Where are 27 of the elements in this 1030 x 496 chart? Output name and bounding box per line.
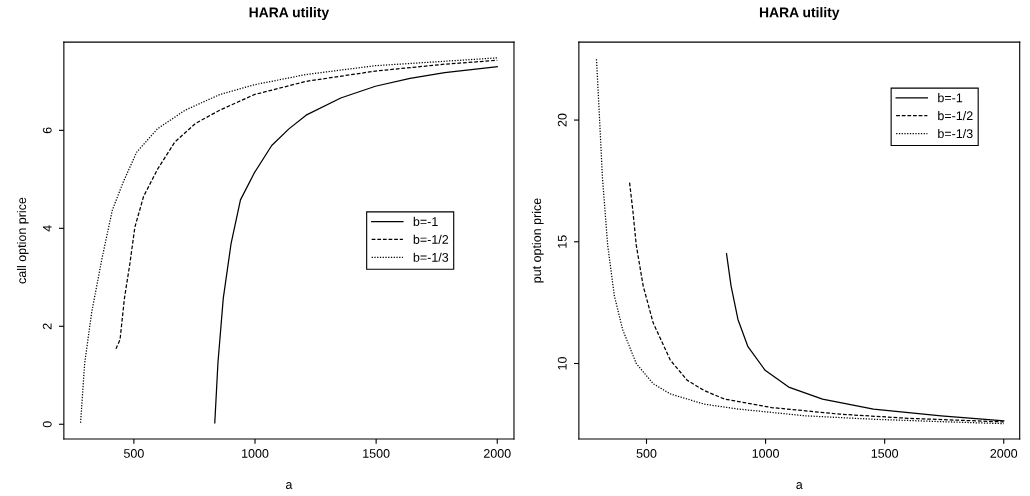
x-tick-label: 1500 [871, 449, 899, 458]
y-axis-title: call option price [16, 197, 29, 284]
y-tick-label: 10 [557, 357, 567, 370]
legend-label: b=-1 [938, 93, 963, 103]
x-tick-label: 2000 [990, 449, 1018, 458]
x-axis-title: a [285, 482, 293, 489]
y-tick-label: 2 [42, 323, 52, 330]
legend-label: b=-1/2 [938, 110, 973, 121]
chart-title: HARA utility [249, 7, 330, 21]
y-tick-label: 15 [557, 235, 567, 248]
x-tick-label: 500 [123, 449, 144, 458]
chart-title: HARA utility [759, 7, 840, 21]
legend-label: b=-1/2 [413, 234, 449, 244]
x-tick-label: 1500 [363, 449, 390, 458]
y-tick-label: 6 [42, 127, 52, 134]
y-tick-label: 0 [42, 421, 52, 428]
y-tick-label: 20 [557, 113, 567, 127]
legend-label: b=-1/3 [413, 252, 449, 262]
legend-label: b=-1/3 [938, 128, 973, 139]
y-tick-label: 4 [42, 225, 52, 232]
x-tick-label: 1000 [242, 449, 269, 458]
x-tick-label: 500 [636, 449, 657, 458]
legend-label: b=-1 [413, 216, 438, 227]
x-tick-label: 2000 [483, 449, 511, 458]
y-axis-title: put option price [531, 198, 544, 283]
x-tick-label: 1000 [752, 449, 779, 458]
x-axis-title: a [796, 482, 803, 489]
